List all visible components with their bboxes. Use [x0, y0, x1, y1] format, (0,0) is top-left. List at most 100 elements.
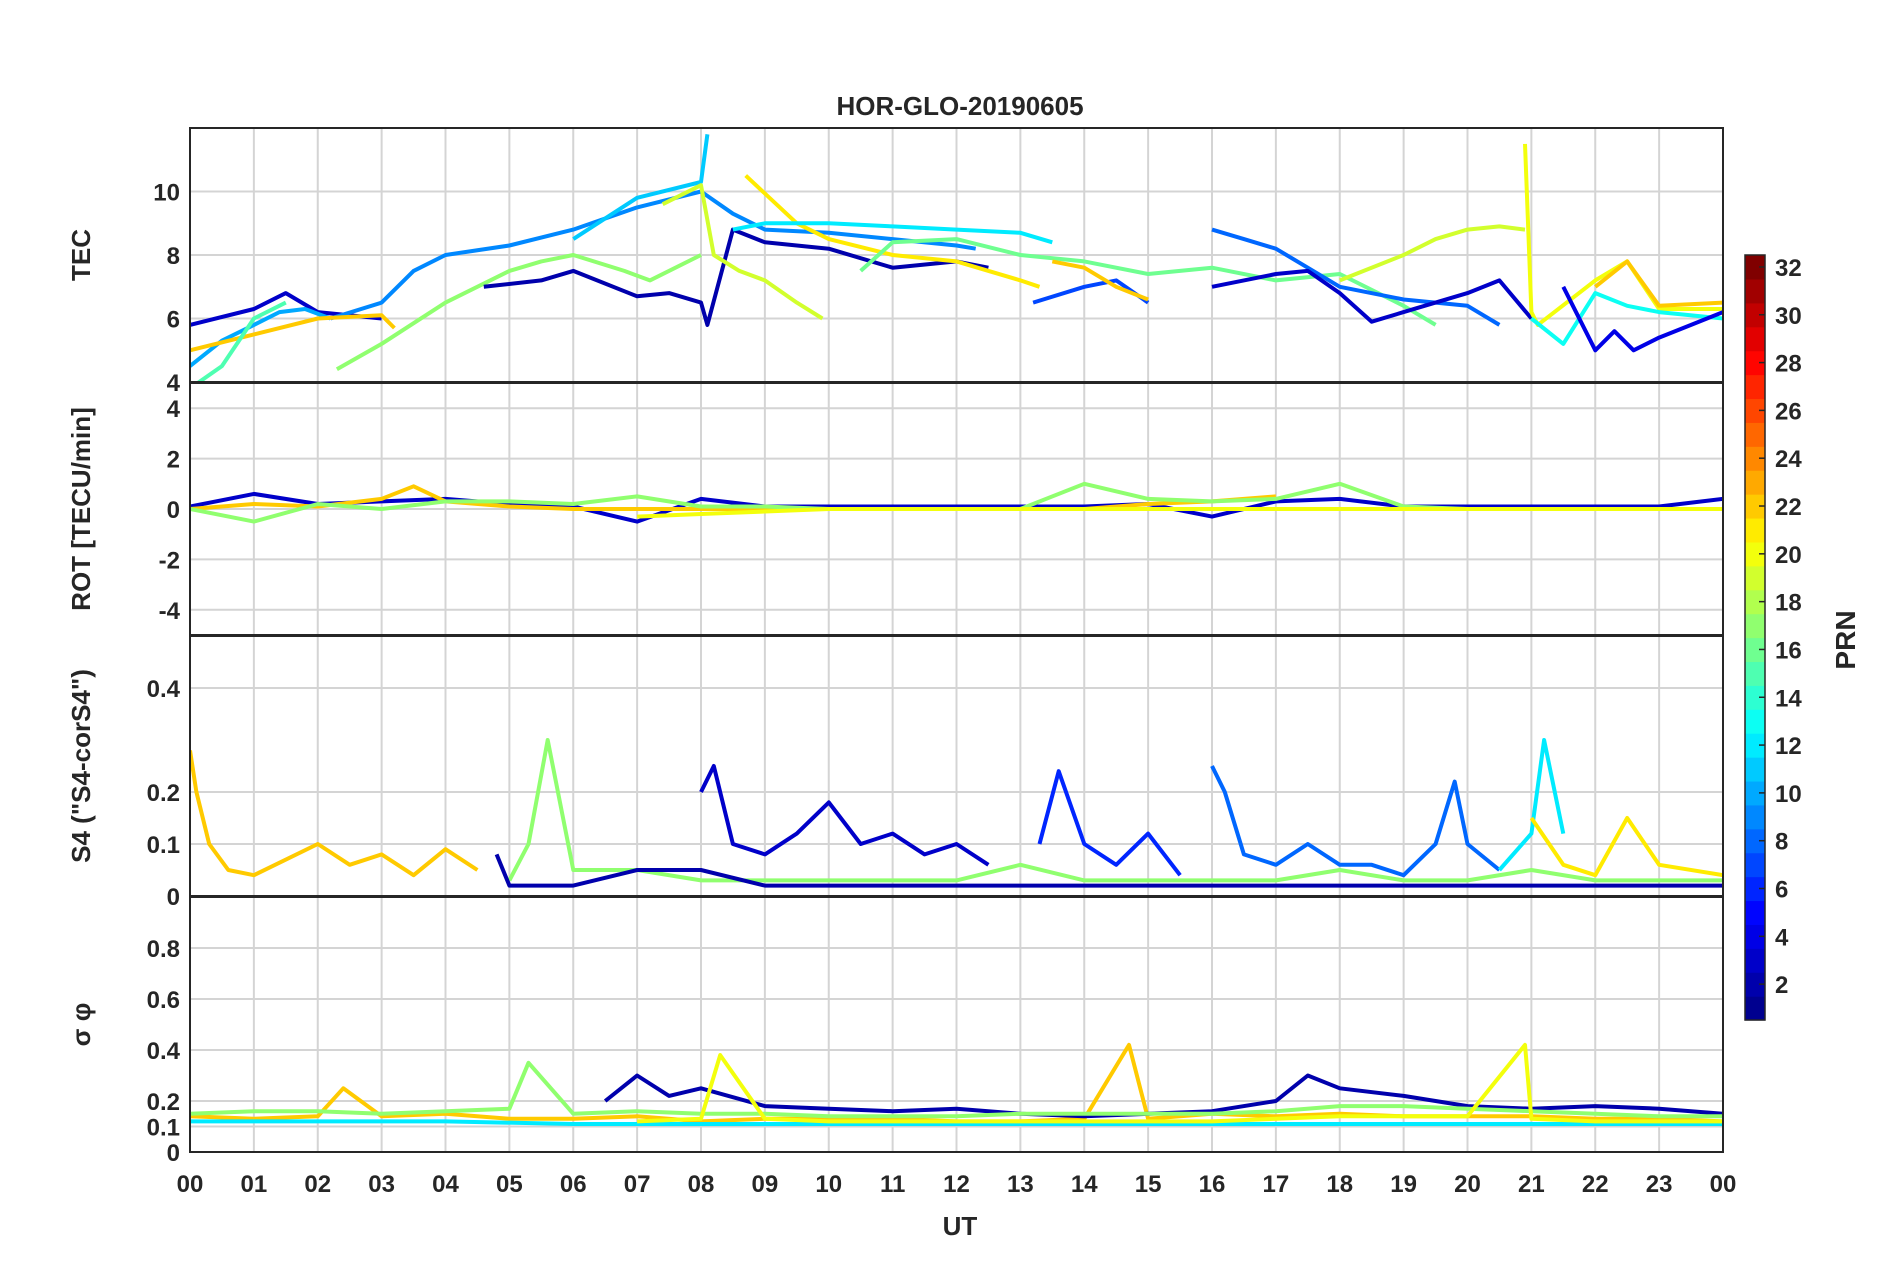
colorbar-step: [1745, 924, 1765, 949]
colorbar-step: [1745, 326, 1765, 352]
x-tick-label: 00: [177, 1171, 204, 1198]
colorbar-step: [1745, 948, 1765, 973]
colorbar-step: [1745, 446, 1765, 471]
series-line-prn-3: [190, 491, 1723, 524]
colorbar-step: [1745, 733, 1765, 758]
colorbar-step: [1745, 565, 1765, 591]
colorbar-tick-label: 14: [1775, 685, 1802, 712]
x-tick-label: 13: [1007, 1171, 1034, 1198]
x-tick-label: 06: [560, 1171, 587, 1198]
colorbar-step: [1745, 661, 1765, 686]
series-line-prn-22: [1051, 259, 1149, 302]
series-line-prn-15: [195, 300, 287, 382]
colorbar-step: [1745, 876, 1765, 902]
x-tick-label: 10: [815, 1171, 842, 1198]
colorbar-tick-label: 30: [1775, 303, 1802, 330]
series-line-prn-8: [1210, 765, 1501, 878]
series-line-prn-20: [637, 1042, 1723, 1124]
x-tick-label: 04: [432, 1171, 459, 1198]
x-tick-label: 05: [496, 1171, 523, 1198]
colorbar-tick-label: 26: [1775, 398, 1802, 425]
x-tick-label: 11: [880, 1171, 905, 1198]
y-axis-label: ROT [TECU/min]: [66, 407, 96, 611]
colorbar-tick-label: 28: [1775, 351, 1802, 378]
colorbar-tick-label: 18: [1775, 590, 1802, 617]
series-line-prn-12: [190, 1119, 1723, 1126]
colorbar-step: [1745, 470, 1765, 495]
colorbar-step: [1745, 541, 1765, 567]
y-tick-label: 0.4: [147, 1038, 181, 1065]
colorbar-step: [1745, 589, 1765, 615]
y-tick-label: 0.4: [147, 676, 181, 703]
x-tick-label: 17: [1263, 1171, 1290, 1198]
series-line-prn-2: [483, 227, 989, 327]
colorbar-step: [1745, 613, 1765, 639]
x-tick-label: 14: [1071, 1171, 1098, 1198]
series-line-prn-12: [732, 221, 1053, 245]
colorbar-step: [1745, 494, 1765, 519]
y-tick-label: 0.2: [147, 780, 180, 807]
series-line-prn-8: [1211, 227, 1501, 327]
colorbar-step: [1745, 278, 1765, 304]
y-axis-label: σ φ: [66, 1003, 96, 1047]
colorbar-tick-label: 20: [1775, 542, 1802, 569]
series-line-prn-20: [1523, 143, 1723, 327]
colorbar-tick-label: 2: [1775, 972, 1788, 999]
series-line-prn-22: [1594, 259, 1723, 308]
y-tick-label: 0.1: [147, 832, 180, 859]
colorbar-step: [1745, 972, 1765, 997]
series-line-prn-2: [494, 853, 1723, 888]
x-tick-label: 20: [1454, 1171, 1481, 1198]
x-tick-labels: 00 01 02 03 04 05 06 07 08 09 10 11 12 13 14 15 16 17 18 19…: [177, 1171, 1737, 1198]
colorbar-tick-label: 32: [1775, 255, 1802, 282]
colorbar-tick-label: 4: [1775, 924, 1789, 951]
x-tick-label: 22: [1582, 1171, 1609, 1198]
x-axis-label: UT: [943, 1211, 978, 1241]
series-line-prn-22: [190, 313, 396, 353]
colorbar-step: [1745, 517, 1765, 543]
colorbar-tick-label: 12: [1775, 733, 1802, 760]
series-line-prn-17: [190, 1060, 1723, 1119]
y-tick-label: 4: [167, 396, 181, 423]
series-line-prn-19: [661, 183, 824, 321]
x-tick-label: 19: [1390, 1171, 1417, 1198]
x-tick-label: 08: [688, 1171, 715, 1198]
colorbar-frame: [1744, 254, 1766, 1021]
colorbar-tick-label: 24: [1775, 446, 1802, 473]
series-line-prn-3: [1211, 268, 1533, 324]
x-tick-label: 02: [304, 1171, 331, 1198]
y-tick-label: 0: [167, 884, 180, 911]
colorbar-tick-label: 16: [1775, 637, 1802, 664]
series-group: [190, 1042, 1723, 1126]
y-tick-label: -2: [159, 547, 180, 574]
panel-0: 4 6 8 10 TEC: [66, 127, 1724, 397]
y-tick-label: 0.6: [147, 987, 180, 1014]
colorbar-step: [1745, 996, 1765, 1021]
series-line-prn-13: [1530, 291, 1723, 346]
x-tick-label: 18: [1326, 1171, 1353, 1198]
axes-frame: [189, 896, 1724, 1153]
series-line-prn-12: [1497, 738, 1566, 872]
series-line-prn-19: [1339, 224, 1526, 283]
y-tick-label: 0.1: [147, 1115, 180, 1142]
colorbar-step: [1745, 637, 1765, 663]
panel-1: -4 -2 0 2 4 ROT [TECU/min]: [66, 382, 1724, 636]
colorbar-step: [1745, 780, 1765, 806]
series-group: [190, 738, 1723, 888]
series-line-prn-3: [699, 764, 990, 867]
x-tick-label: 03: [368, 1171, 395, 1198]
series-line-prn-16: [859, 237, 1437, 327]
colorbar-tick-label: 6: [1775, 877, 1788, 904]
y-tick-label: 10: [153, 180, 180, 207]
colorbar-step: [1745, 685, 1765, 710]
x-tick-label: 07: [624, 1171, 651, 1198]
chart-title: HOR-GLO-20190605: [836, 91, 1083, 121]
y-tick-label: 0: [167, 497, 180, 524]
series-line-prn-4: [1561, 285, 1723, 353]
colorbar-step: [1745, 900, 1765, 925]
x-tick-label: 16: [1199, 1171, 1226, 1198]
series-line-prn-17: [335, 253, 702, 372]
colorbar-step: [1745, 422, 1765, 447]
